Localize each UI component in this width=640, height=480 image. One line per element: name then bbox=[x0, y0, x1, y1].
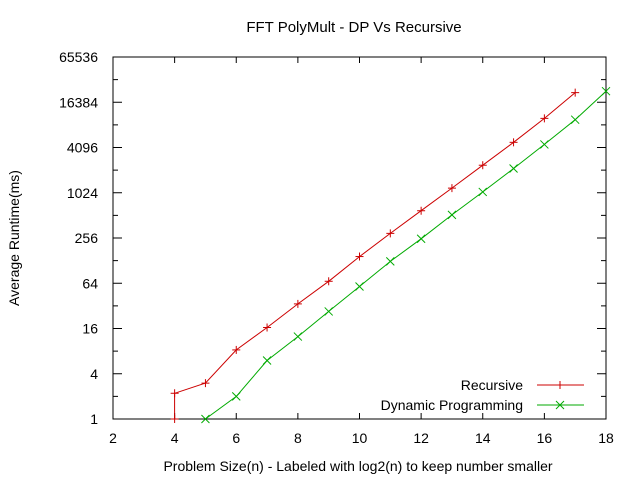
dynamic-programming-point bbox=[540, 140, 549, 149]
y-tick-label: 1 bbox=[90, 411, 98, 427]
dynamic-programming-point bbox=[416, 234, 426, 244]
recursive-point bbox=[170, 415, 179, 423]
dynamic-programming-point bbox=[324, 307, 334, 316]
x-tick-label: 4 bbox=[171, 430, 179, 446]
x-tick-label: 10 bbox=[352, 430, 368, 446]
y-tick-label: 4096 bbox=[67, 140, 98, 156]
x-tick-label: 14 bbox=[475, 430, 491, 446]
dynamic-programming-point bbox=[293, 332, 303, 341]
dynamic-programming-point bbox=[478, 187, 488, 197]
y-axis-label: Average Runtime(ms) bbox=[6, 170, 22, 306]
chart-title: FFT PolyMult - DP Vs Recursive bbox=[246, 19, 461, 36]
x-tick-label: 6 bbox=[232, 430, 240, 446]
recursive-point bbox=[263, 323, 272, 332]
legend-marker-dynamic-programming bbox=[555, 400, 565, 410]
recursive-point bbox=[293, 299, 302, 308]
x-tick-label: 18 bbox=[598, 430, 614, 446]
y-tick-label: 64 bbox=[82, 275, 98, 291]
axis-ticks: 2 4 6 8 10 12 14 16 1814166425610244096163846553… bbox=[59, 49, 614, 446]
recursive-point bbox=[386, 229, 395, 238]
recursive-point bbox=[232, 345, 241, 354]
y-tick-label: 4 bbox=[90, 366, 98, 382]
dynamic-programming-point bbox=[447, 210, 457, 220]
plot-frame bbox=[112, 56, 607, 420]
x-tick-label: 16 bbox=[537, 430, 553, 446]
series-layer bbox=[170, 86, 611, 424]
legend-label-recursive: Recursive bbox=[461, 377, 523, 393]
dynamic-programming-point bbox=[231, 392, 241, 401]
x-tick-label: 2 bbox=[109, 430, 117, 446]
y-tick-label: 256 bbox=[75, 230, 99, 246]
recursive-point bbox=[417, 206, 426, 215]
recursive-point bbox=[324, 277, 333, 286]
dynamic-programming-point bbox=[385, 257, 395, 266]
recursive-point bbox=[540, 114, 549, 123]
dynamic-programming-point bbox=[509, 164, 518, 173]
x-axis-label: Problem Size(n) - Labeled with log2(n) t… bbox=[163, 458, 552, 474]
legend-marker-recursive bbox=[556, 381, 564, 389]
legend-label-dynamic-programming: Dynamic Programming bbox=[381, 397, 523, 413]
dynamic-programming-point bbox=[262, 356, 272, 365]
recursive-point bbox=[571, 88, 580, 97]
dynamic-programming-point bbox=[355, 282, 364, 291]
x-tick-label: 12 bbox=[413, 430, 429, 446]
dynamic-programming-line bbox=[205, 90, 607, 420]
recursive-point bbox=[201, 379, 210, 388]
dynamic-programming-point bbox=[570, 115, 580, 125]
y-tick-label: 16384 bbox=[59, 94, 98, 110]
dynamic-programming-point bbox=[201, 414, 210, 424]
recursive-point bbox=[509, 138, 518, 147]
y-tick-label: 16 bbox=[82, 321, 98, 337]
y-tick-label: 65536 bbox=[59, 49, 98, 65]
recursive-point bbox=[478, 161, 487, 170]
legend: Recursive Dynamic Programming bbox=[381, 377, 584, 413]
recursive-point bbox=[170, 389, 179, 398]
recursive-point bbox=[447, 184, 456, 193]
dynamic-programming-point bbox=[601, 86, 611, 96]
x-tick-label: 8 bbox=[294, 430, 302, 446]
recursive-point bbox=[355, 252, 364, 261]
y-tick-label: 1024 bbox=[67, 185, 98, 201]
recursive-line bbox=[174, 92, 576, 419]
